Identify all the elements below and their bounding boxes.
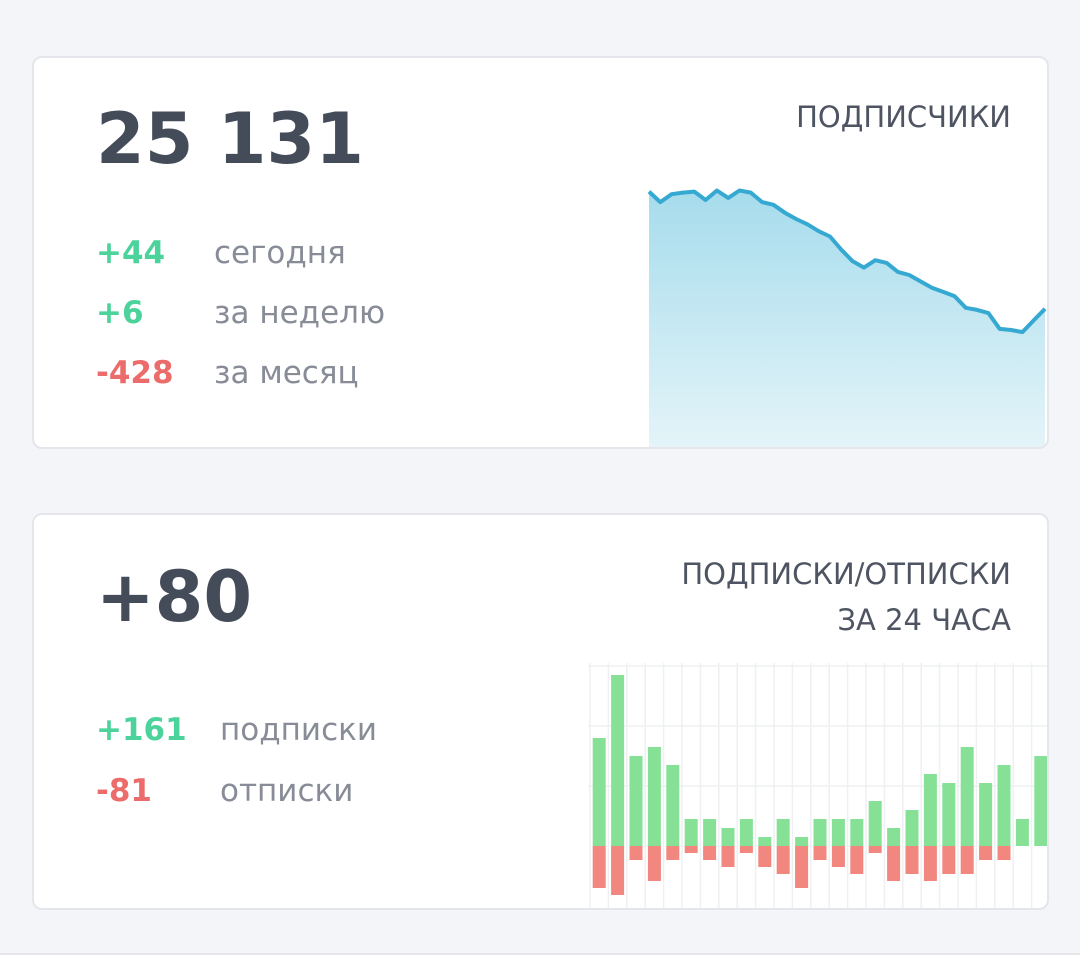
daily-title-line2: ЗА 24 ЧАСА: [837, 603, 1011, 637]
stat-row-today: +44 сегодня: [96, 233, 346, 273]
bar-subscriptions: [703, 819, 717, 846]
stat-label-today: сегодня: [214, 235, 346, 271]
bar-subscriptions: [997, 765, 1011, 846]
bar-subscriptions: [684, 819, 698, 846]
bar-subscriptions: [1034, 756, 1047, 846]
stat-value-unsubscriptions: -81: [96, 773, 153, 809]
bar-unsubscriptions: [868, 846, 882, 853]
stat-value-month: -428: [96, 355, 174, 391]
stat-row-month: -428 за месяц: [96, 353, 359, 393]
daily-net-total: +80: [96, 556, 253, 638]
subscribers-area-chart-svg: [647, 188, 1047, 447]
bar-subscriptions: [887, 828, 901, 846]
bar-subscriptions: [592, 738, 606, 846]
bar-subscriptions: [923, 774, 937, 846]
stat-value-today: +44: [96, 235, 166, 271]
bar-unsubscriptions: [831, 846, 845, 867]
bar-subscriptions: [721, 828, 735, 846]
bar-unsubscriptions: [979, 846, 993, 860]
bar-unsubscriptions: [703, 846, 717, 860]
daily-bar-chart: [588, 663, 1047, 908]
bar-unsubscriptions: [592, 846, 606, 888]
daily-title-line1: ПОДПИСКИ/ОТПИСКИ: [681, 557, 1011, 591]
bar-unsubscriptions: [905, 846, 919, 874]
bar-unsubscriptions: [960, 846, 974, 874]
stat-row-unsubscriptions: -81 отписки: [96, 771, 353, 811]
daily-card-title: ПОДПИСКИ/ОТПИСКИ ЗА 24 ЧАСА: [681, 551, 1011, 643]
bar-subscriptions: [831, 819, 845, 846]
subscribers-card: 25 131 ПОДПИСЧИКИ +44 сегодня +6 за неде…: [32, 56, 1049, 449]
bar-unsubscriptions: [923, 846, 937, 881]
stat-row-subscriptions: +161 подписки: [96, 710, 377, 750]
bar-subscriptions: [850, 819, 864, 846]
bar-unsubscriptions: [850, 846, 864, 874]
bar-unsubscriptions: [942, 846, 956, 874]
stat-row-week: +6 за неделю: [96, 293, 385, 333]
bar-subscriptions: [647, 747, 661, 846]
stat-value-subscriptions: +161: [96, 712, 187, 748]
subscribers-area-chart: [647, 177, 1047, 447]
subscribers-title-text: ПОДПИСЧИКИ: [796, 100, 1011, 134]
stat-label-subscriptions: подписки: [220, 712, 377, 748]
bar-subscriptions: [979, 783, 993, 846]
bar-subscriptions: [776, 819, 790, 846]
bar-unsubscriptions: [795, 846, 809, 888]
subscribers-total: 25 131: [96, 98, 364, 180]
bar-subscriptions: [868, 801, 882, 846]
subscribers-card-title: ПОДПИСЧИКИ: [796, 94, 1011, 140]
bar-unsubscriptions: [758, 846, 772, 867]
bar-subscriptions: [960, 747, 974, 846]
bar-unsubscriptions: [887, 846, 901, 881]
bar-subscriptions: [795, 837, 809, 846]
bar-subscriptions: [905, 810, 919, 846]
bar-subscriptions: [629, 756, 643, 846]
bar-unsubscriptions: [997, 846, 1011, 860]
daily-bar-chart-svg: [588, 663, 1047, 908]
daily-subscriptions-card: +80 ПОДПИСКИ/ОТПИСКИ ЗА 24 ЧАСА +161 под…: [32, 513, 1049, 910]
bar-subscriptions: [666, 765, 680, 846]
bar-unsubscriptions: [666, 846, 680, 860]
subscribers-area-line: [647, 188, 1047, 335]
stat-value-week: +6: [96, 295, 144, 331]
bar-subscriptions: [942, 783, 956, 846]
stat-label-week: за неделю: [214, 295, 386, 331]
bar-unsubscriptions: [739, 846, 753, 853]
bar-subscriptions: [1015, 819, 1029, 846]
bar-unsubscriptions: [611, 846, 625, 895]
bar-unsubscriptions: [684, 846, 698, 853]
bar-unsubscriptions: [776, 846, 790, 874]
bar-subscriptions: [739, 819, 753, 846]
bar-unsubscriptions: [813, 846, 827, 860]
page-bottom-divider: [0, 953, 1080, 955]
stat-label-unsubscriptions: отписки: [220, 773, 354, 809]
bar-subscriptions: [758, 837, 772, 846]
bar-unsubscriptions: [629, 846, 643, 860]
bar-unsubscriptions: [721, 846, 735, 867]
bar-unsubscriptions: [647, 846, 661, 881]
stat-label-month: за месяц: [214, 355, 359, 391]
bar-subscriptions: [813, 819, 827, 846]
bar-subscriptions: [611, 675, 625, 846]
subscribers-area-fill: [649, 190, 1045, 447]
